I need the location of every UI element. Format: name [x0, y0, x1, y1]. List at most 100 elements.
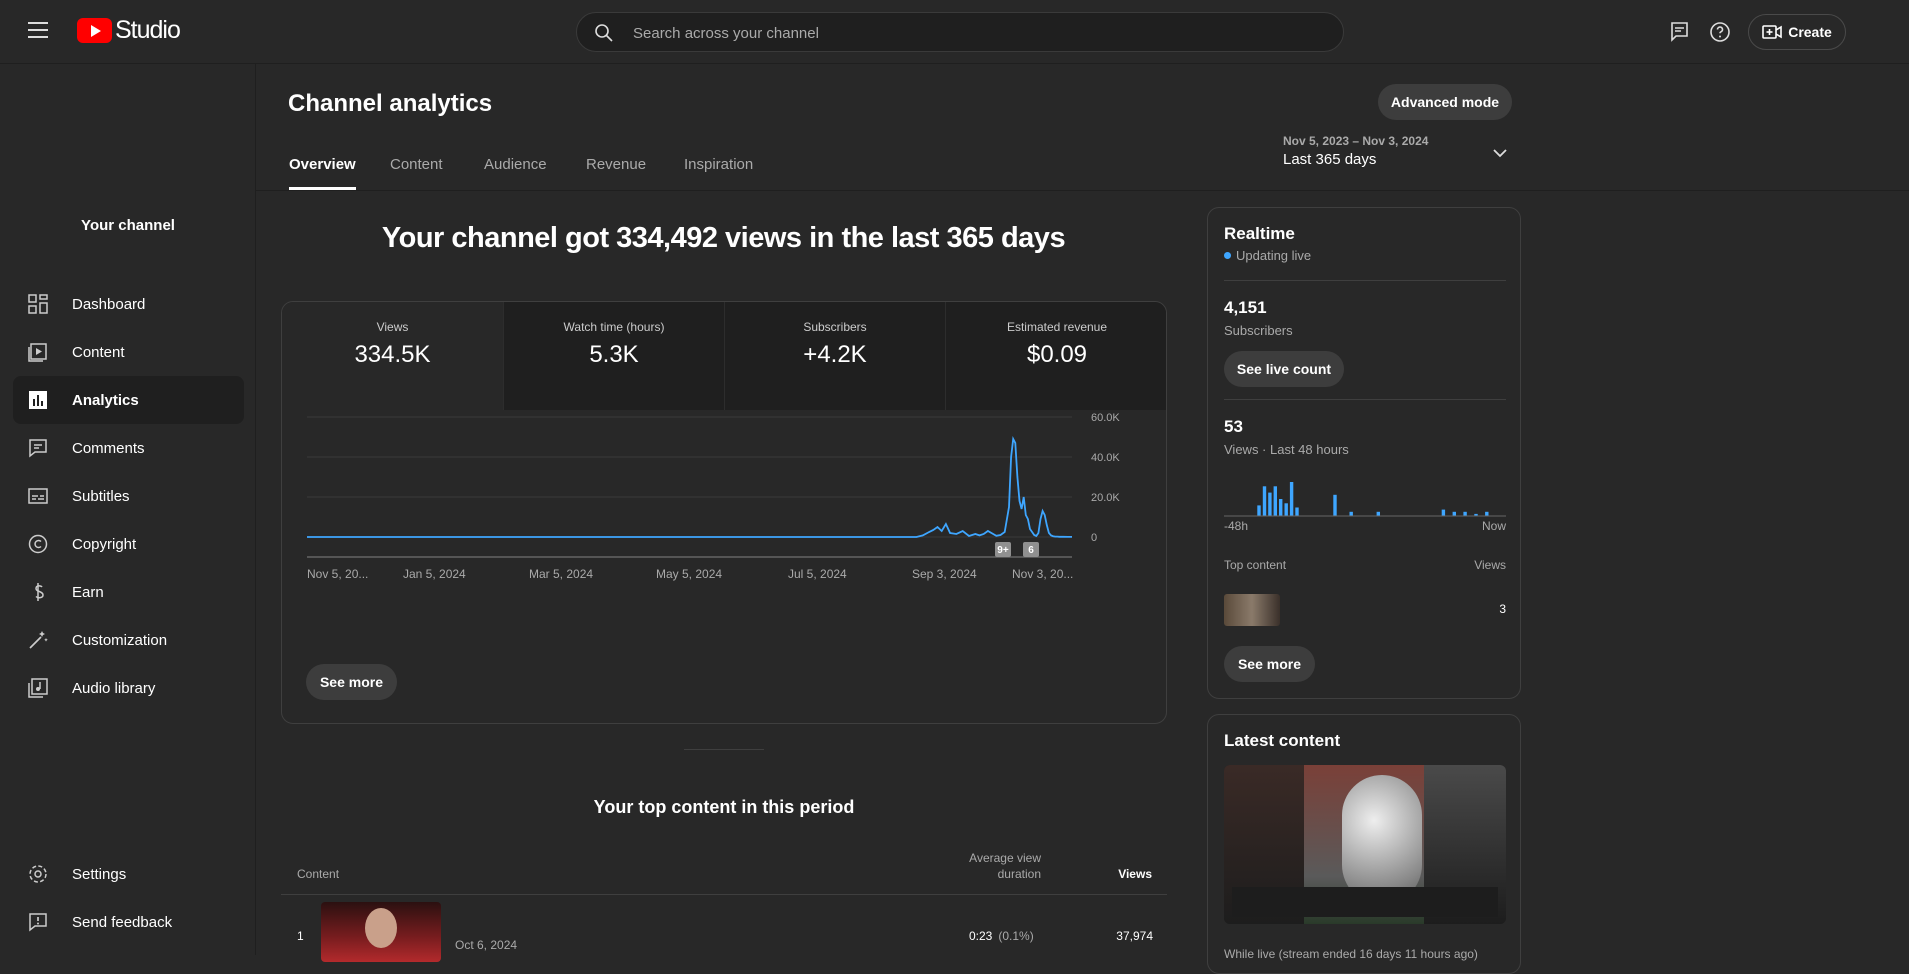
sidebar-item-comments[interactable]: Comments [13, 424, 244, 472]
analytics-icon [29, 391, 47, 409]
realtime-bar[interactable] [1262, 486, 1267, 517]
sidebar-item-label: Subtitles [72, 487, 130, 505]
your-channel-label[interactable]: Your channel [81, 217, 175, 234]
date-range-selector[interactable]: Nov 5, 2023 – Nov 3, 2024 Last 365 days [1283, 134, 1428, 168]
overview-headline: Your channel got 334,492 views in the la… [381, 222, 1066, 254]
tab-audience[interactable]: Audience [484, 156, 547, 173]
sidebar-item-content[interactable]: Content [13, 328, 244, 376]
metric-watch-time[interactable]: Watch time (hours) 5.3K [503, 302, 724, 410]
sidebar: Your channel Dashboard Content Analytics… [0, 64, 256, 955]
metric-value: 5.3K [589, 341, 639, 368]
tab-revenue[interactable]: Revenue [586, 156, 647, 173]
messages-icon[interactable] [1668, 20, 1692, 44]
event-marker-label: 6 [1028, 545, 1034, 556]
y-tick-label: 20.0K [1091, 492, 1120, 504]
x-tick-label: Nov 5, 20... [307, 567, 368, 581]
sidebar-item-label: Dashboard [72, 295, 146, 313]
sidebar-item-dashboard[interactable]: Dashboard [13, 280, 244, 328]
help-icon[interactable] [1708, 20, 1732, 44]
sidebar-item-earn[interactable]: Earn [13, 568, 244, 616]
earn-icon [35, 583, 44, 601]
realtime-title: Realtime [1224, 224, 1295, 243]
views-line-chart[interactable]: 0 20.0K 40.0K 60.0K Nov 5, 20... Jan 5, 2024 M… [282, 412, 1166, 632]
top-content-thumbnail[interactable] [1224, 594, 1280, 626]
video-thumbnail[interactable] [321, 902, 441, 962]
sidebar-item-audio-library[interactable]: Audio library [13, 664, 244, 712]
live-dot-icon [1224, 252, 1231, 259]
realtime-bar-chart[interactable] [1224, 470, 1506, 518]
row-rank: 1 [297, 929, 304, 943]
tab-overview[interactable]: Overview [289, 156, 356, 190]
realtime-bar[interactable] [1333, 494, 1337, 517]
sidebar-item-label: Copyright [72, 535, 137, 553]
see-live-count-button[interactable]: See live count [1224, 351, 1344, 387]
realtime-axis-start: -48h [1224, 519, 1249, 533]
studio-logo[interactable]: Studio [77, 16, 181, 45]
latest-content-thumbnail[interactable] [1224, 765, 1506, 924]
realtime-status: Updating live [1224, 248, 1311, 263]
row-date: Oct 6, 2024 [455, 938, 518, 952]
realtime-bar[interactable] [1289, 482, 1294, 516]
column-header-avg-duration[interactable]: Average view duration [969, 851, 1041, 881]
views-series-line[interactable] [307, 436, 1072, 538]
metric-subscribers[interactable]: Subscribers +4.2K [724, 302, 945, 410]
logo-text: Studio [115, 16, 181, 44]
audio-library-icon [28, 678, 48, 698]
sidebar-item-copyright[interactable]: Copyright [13, 520, 244, 568]
column-header-views[interactable]: Views [1118, 867, 1152, 881]
search-input[interactable] [633, 22, 1313, 44]
tab-inspiration[interactable]: Inspiration [684, 156, 754, 173]
create-button[interactable]: Create [1748, 14, 1846, 50]
tab-content[interactable]: Content [390, 156, 443, 173]
realtime-bar[interactable] [1441, 509, 1446, 516]
x-tick-label: May 5, 2024 [656, 567, 722, 581]
realtime-bar[interactable] [1349, 511, 1353, 517]
metric-label: Subscribers [803, 320, 867, 334]
realtime-bar[interactable] [1268, 492, 1272, 516]
realtime-bar[interactable] [1474, 513, 1478, 516]
realtime-bar[interactable] [1284, 503, 1288, 517]
views-column-label: Views [1474, 558, 1506, 572]
sidebar-item-customization[interactable]: Customization [13, 616, 244, 664]
metric-value: +4.2K [803, 341, 867, 368]
date-range-label: Last 365 days [1283, 151, 1377, 168]
gear-icon [29, 865, 47, 883]
youtube-logo-icon [77, 18, 112, 43]
menu-icon[interactable] [28, 22, 48, 38]
see-more-button[interactable]: See more [306, 664, 397, 700]
create-label: Create [1788, 24, 1832, 40]
sidebar-item-label: Analytics [72, 391, 139, 409]
chevron-down-icon[interactable] [1492, 148, 1508, 158]
realtime-bar[interactable] [1485, 511, 1489, 517]
realtime-bar[interactable] [1295, 507, 1299, 517]
realtime-bar[interactable] [1463, 511, 1467, 517]
metric-value: $0.09 [1026, 341, 1088, 368]
realtime-bar[interactable] [1257, 505, 1261, 516]
latest-content-caption: While live (stream ended 16 days 11 hour… [1224, 947, 1478, 961]
realtime-bar[interactable] [1376, 511, 1380, 517]
metric-estimated-revenue[interactable]: Estimated revenue $0.09 [945, 302, 1166, 410]
table-divider [281, 894, 1167, 895]
analytics-header: Channel analytics Advanced mode Overview… [256, 64, 1909, 191]
sidebar-item-label: Customization [72, 631, 168, 649]
sidebar-item-subtitles[interactable]: Subtitles [13, 472, 244, 520]
sidebar-item-analytics[interactable]: Analytics [13, 376, 244, 424]
sidebar-item-settings[interactable]: Settings [13, 850, 244, 898]
realtime-bar[interactable] [1452, 511, 1456, 517]
realtime-bar[interactable] [1273, 486, 1277, 517]
search-icon [595, 24, 613, 42]
content-icon [28, 343, 47, 362]
advanced-mode-button[interactable]: Advanced mode [1378, 84, 1512, 120]
realtime-bar[interactable] [1279, 499, 1283, 516]
realtime-see-more-button[interactable]: See more [1224, 646, 1315, 682]
sidebar-item-send-feedback[interactable]: Send feedback [13, 898, 244, 946]
event-marker[interactable] [1023, 542, 1039, 557]
x-tick-label: Jan 5, 2024 [403, 567, 466, 581]
metric-views[interactable]: Views 334.5K [282, 302, 503, 410]
y-tick-label: 0 [1091, 532, 1097, 544]
latest-content-card: Latest content While live (stream ended … [1207, 714, 1521, 974]
event-marker[interactable] [995, 542, 1011, 557]
realtime-views-value: 53 [1224, 417, 1243, 436]
sidebar-item-label: Comments [72, 439, 145, 457]
search-bar[interactable] [576, 12, 1344, 52]
